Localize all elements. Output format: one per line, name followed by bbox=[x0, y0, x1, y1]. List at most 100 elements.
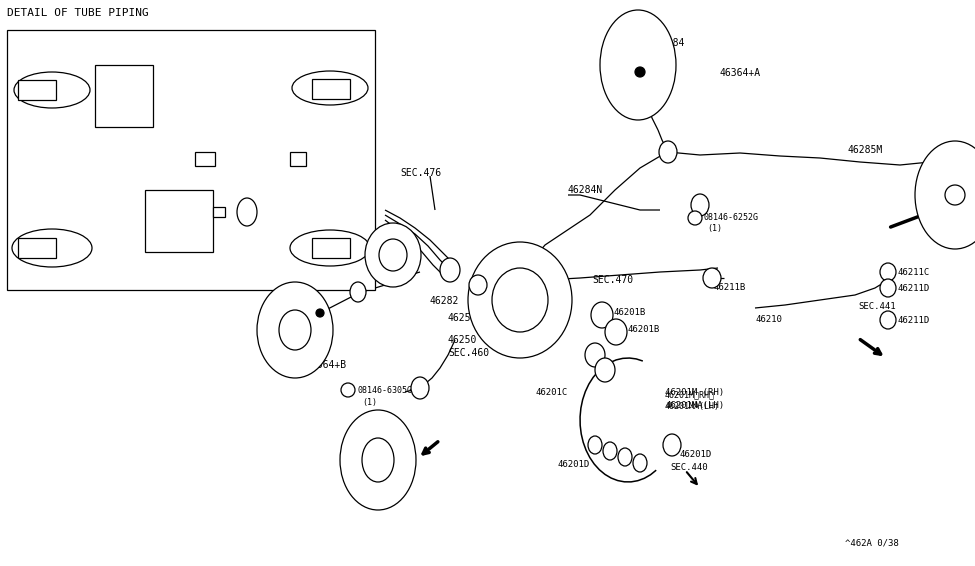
Text: SEC.441: SEC.441 bbox=[858, 302, 896, 311]
Text: 46201D: 46201D bbox=[558, 460, 590, 469]
Text: 46250: 46250 bbox=[448, 335, 478, 345]
Text: 46284: 46284 bbox=[318, 73, 343, 82]
Ellipse shape bbox=[350, 282, 366, 302]
Text: 46201M〈RH〉: 46201M〈RH〉 bbox=[665, 390, 715, 399]
Ellipse shape bbox=[492, 268, 548, 332]
Ellipse shape bbox=[591, 302, 613, 328]
Text: 08146-6305G: 08146-6305G bbox=[358, 386, 413, 395]
Text: 46240: 46240 bbox=[278, 313, 307, 323]
Text: SEC.476: SEC.476 bbox=[400, 168, 441, 178]
Text: 46364+B: 46364+B bbox=[305, 360, 346, 370]
Text: 46210: 46210 bbox=[755, 315, 782, 324]
Text: 46201C: 46201C bbox=[535, 388, 567, 397]
Bar bbox=[312, 79, 350, 99]
Ellipse shape bbox=[703, 268, 721, 288]
Text: 08146-6252G: 08146-6252G bbox=[704, 213, 759, 222]
Text: B: B bbox=[346, 387, 350, 393]
Text: 46211D: 46211D bbox=[898, 284, 930, 293]
Ellipse shape bbox=[468, 242, 572, 358]
Ellipse shape bbox=[915, 141, 975, 249]
Text: 46250: 46250 bbox=[18, 165, 43, 174]
Ellipse shape bbox=[411, 377, 429, 399]
Text: e: e bbox=[475, 280, 478, 285]
Text: SEC.460: SEC.460 bbox=[448, 348, 489, 358]
Text: 46252M: 46252M bbox=[148, 161, 178, 170]
Circle shape bbox=[945, 185, 965, 205]
Ellipse shape bbox=[469, 275, 487, 295]
Ellipse shape bbox=[691, 194, 709, 216]
Bar bbox=[18, 80, 56, 100]
Text: 46282: 46282 bbox=[148, 148, 173, 157]
Bar bbox=[145, 190, 213, 252]
Text: 46242: 46242 bbox=[362, 422, 391, 432]
Text: 46211D: 46211D bbox=[898, 316, 930, 325]
Text: 46240: 46240 bbox=[18, 84, 43, 93]
Text: 46284: 46284 bbox=[655, 38, 684, 48]
Ellipse shape bbox=[880, 311, 896, 329]
Text: SEC.460: SEC.460 bbox=[18, 178, 53, 187]
Text: (1): (1) bbox=[362, 398, 377, 407]
Ellipse shape bbox=[663, 434, 681, 456]
Ellipse shape bbox=[340, 410, 416, 510]
Text: 46364+B: 46364+B bbox=[155, 73, 190, 82]
Text: 46211B: 46211B bbox=[713, 283, 745, 292]
Text: B: B bbox=[693, 215, 697, 221]
Ellipse shape bbox=[365, 223, 421, 287]
Ellipse shape bbox=[237, 198, 257, 226]
Text: (1): (1) bbox=[707, 224, 722, 233]
Ellipse shape bbox=[603, 442, 617, 460]
Text: 46364+A: 46364+A bbox=[195, 148, 230, 157]
Bar bbox=[95, 65, 153, 127]
Ellipse shape bbox=[659, 141, 677, 163]
Text: ^462A 0/38: ^462A 0/38 bbox=[845, 538, 899, 547]
Text: 46285M: 46285M bbox=[848, 145, 883, 155]
Circle shape bbox=[635, 67, 645, 77]
Ellipse shape bbox=[633, 454, 647, 472]
Ellipse shape bbox=[880, 263, 896, 281]
Circle shape bbox=[688, 211, 702, 225]
Text: SEC.440: SEC.440 bbox=[670, 463, 708, 472]
Ellipse shape bbox=[290, 230, 370, 266]
Text: 46201D: 46201D bbox=[680, 450, 713, 459]
Bar bbox=[7, 30, 375, 290]
Ellipse shape bbox=[14, 72, 90, 108]
Text: 46252M: 46252M bbox=[448, 313, 484, 323]
Text: d: d bbox=[416, 386, 419, 391]
Ellipse shape bbox=[279, 310, 311, 350]
Text: 46201B: 46201B bbox=[614, 308, 646, 317]
Text: SEC.470: SEC.470 bbox=[155, 255, 190, 264]
Bar bbox=[290, 152, 306, 166]
Ellipse shape bbox=[362, 438, 394, 482]
Ellipse shape bbox=[379, 239, 407, 271]
Text: 46201MA(LH): 46201MA(LH) bbox=[665, 401, 724, 410]
Text: 46284N: 46284N bbox=[155, 85, 185, 94]
Bar bbox=[312, 238, 350, 258]
Text: 46201M (RH): 46201M (RH) bbox=[665, 388, 724, 397]
Text: SEC.470: SEC.470 bbox=[592, 275, 633, 285]
Ellipse shape bbox=[292, 71, 368, 105]
Ellipse shape bbox=[257, 282, 333, 378]
Text: 46282: 46282 bbox=[430, 296, 459, 306]
Circle shape bbox=[341, 383, 355, 397]
Text: DETAIL OF TUBE PIPING: DETAIL OF TUBE PIPING bbox=[7, 8, 149, 18]
Text: 46284N: 46284N bbox=[568, 185, 604, 195]
Bar bbox=[195, 152, 215, 166]
Ellipse shape bbox=[595, 358, 615, 382]
Text: 46364+A: 46364+A bbox=[720, 68, 761, 78]
Ellipse shape bbox=[605, 319, 627, 345]
Text: 46201B: 46201B bbox=[628, 325, 660, 334]
Ellipse shape bbox=[880, 279, 896, 297]
Bar bbox=[18, 238, 56, 258]
Circle shape bbox=[316, 309, 324, 317]
Text: 46211C: 46211C bbox=[898, 268, 930, 277]
Text: a: a bbox=[353, 280, 357, 285]
Ellipse shape bbox=[440, 258, 460, 282]
Ellipse shape bbox=[600, 10, 676, 120]
Ellipse shape bbox=[12, 229, 92, 267]
Ellipse shape bbox=[585, 343, 605, 367]
Bar bbox=[213, 207, 225, 217]
Text: 46242: 46242 bbox=[18, 150, 43, 159]
Ellipse shape bbox=[618, 448, 632, 466]
Text: 46201MA(LH): 46201MA(LH) bbox=[665, 402, 720, 411]
Text: 46285M: 46285M bbox=[230, 210, 260, 219]
